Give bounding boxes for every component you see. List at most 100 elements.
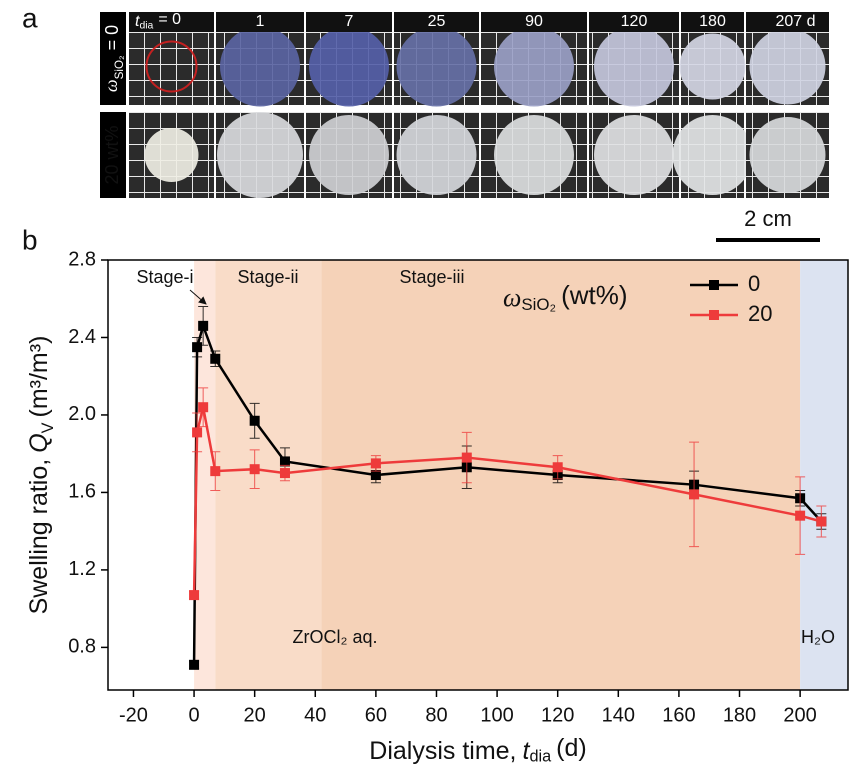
x-tick-label: 180 bbox=[723, 704, 756, 726]
column-header-label: 120 bbox=[621, 13, 648, 30]
column-header bbox=[481, 12, 587, 32]
sample bbox=[672, 115, 753, 195]
sample bbox=[749, 28, 826, 105]
legend-marker bbox=[709, 310, 719, 320]
sample bbox=[396, 26, 477, 107]
marker bbox=[370, 458, 381, 469]
chart: Stage-i Stage-ii Stage-iii H₂O ZrOCl₂ aq. -20… bbox=[25, 248, 849, 766]
label-text: (m³/m³) bbox=[25, 336, 53, 418]
scale-label: 2 cm bbox=[744, 206, 792, 231]
subscript: SiO₂ bbox=[521, 295, 556, 314]
symbol: ω bbox=[503, 283, 521, 312]
marker bbox=[249, 464, 260, 475]
symbol: ω bbox=[101, 79, 121, 92]
marker bbox=[210, 466, 221, 477]
sample bbox=[679, 33, 746, 100]
label-text: = 0 bbox=[158, 11, 181, 28]
x-tick-label: 140 bbox=[602, 704, 635, 726]
sample bbox=[396, 115, 477, 195]
column-header bbox=[589, 12, 679, 32]
column-header bbox=[306, 12, 392, 32]
marker bbox=[249, 415, 260, 426]
row-label: 20 wt% bbox=[102, 125, 122, 184]
subscript: dia bbox=[139, 20, 153, 31]
marker bbox=[816, 516, 827, 527]
column-header bbox=[681, 12, 744, 32]
region-label: Stage-ii bbox=[237, 267, 298, 287]
x-tick-label: 40 bbox=[304, 704, 326, 726]
marker bbox=[795, 510, 806, 521]
legend-label: 20 bbox=[748, 301, 772, 326]
sample bbox=[145, 40, 198, 93]
label-text: (d) bbox=[556, 734, 587, 762]
legend-title: ωSiO₂ (wt%) bbox=[503, 280, 628, 315]
y-tick-label: 2.4 bbox=[68, 326, 96, 348]
marker bbox=[370, 470, 381, 480]
marker bbox=[189, 590, 200, 601]
marker bbox=[189, 659, 200, 670]
legend-label: 0 bbox=[748, 271, 760, 296]
sample bbox=[494, 115, 574, 195]
label-text: Swelling ratio, bbox=[25, 459, 53, 615]
panel-label: b bbox=[22, 224, 38, 255]
plot-frame bbox=[107, 259, 849, 691]
y-tick-label: 1.2 bbox=[68, 558, 96, 580]
subscript: SiO₂ bbox=[113, 55, 126, 79]
y-axis-title: Swelling ratio, QV (m³/m³) bbox=[25, 336, 58, 615]
sample bbox=[309, 26, 389, 107]
marker bbox=[198, 402, 209, 413]
column-header-label: 25 bbox=[428, 13, 446, 30]
marker bbox=[192, 342, 203, 353]
row-label-box bbox=[100, 112, 126, 198]
stage-region bbox=[215, 260, 322, 690]
sample bbox=[220, 26, 300, 107]
column-header bbox=[746, 12, 829, 32]
column-header bbox=[216, 12, 304, 32]
label-text: Dialysis time, bbox=[369, 737, 516, 765]
marker bbox=[279, 456, 290, 467]
x-tick-label: 80 bbox=[425, 704, 447, 726]
y-tick-label: 2.8 bbox=[68, 248, 96, 270]
x-tick-label: -20 bbox=[119, 704, 148, 726]
region-label: Stage-iii bbox=[399, 267, 464, 287]
row-label: ωSiO₂ = 0 bbox=[101, 25, 125, 92]
label-text: (wt%) bbox=[561, 280, 627, 310]
column-header-label: 207 d bbox=[775, 13, 815, 30]
column-header-label: 180 bbox=[699, 13, 726, 30]
stage-region bbox=[800, 260, 848, 690]
sample bbox=[594, 115, 674, 195]
region-label: Stage-i bbox=[136, 267, 193, 287]
panel-label: a bbox=[22, 2, 38, 33]
annotation: ZrOCl₂ aq. bbox=[293, 627, 378, 647]
symbol: t bbox=[523, 737, 531, 765]
subscript: dia bbox=[529, 748, 552, 766]
column-header bbox=[129, 12, 214, 32]
legend-marker bbox=[709, 280, 719, 290]
x-tick-label: 20 bbox=[244, 704, 266, 726]
sample bbox=[749, 117, 826, 193]
label-text: = 0 bbox=[102, 25, 122, 51]
x-tick-label: 120 bbox=[541, 704, 574, 726]
y-tick-label: 2.0 bbox=[68, 403, 96, 425]
sample bbox=[494, 26, 574, 107]
marker bbox=[689, 489, 700, 500]
column-header-label: 1 bbox=[256, 13, 265, 30]
column-header bbox=[394, 12, 479, 32]
arrow bbox=[189, 289, 207, 305]
marker bbox=[198, 320, 209, 331]
x-tick-label: 200 bbox=[783, 704, 816, 726]
marker bbox=[461, 452, 472, 463]
sample bbox=[144, 128, 199, 182]
symbol: Q bbox=[25, 433, 53, 452]
stage-region bbox=[194, 260, 216, 690]
subscript: V bbox=[39, 422, 57, 433]
marker bbox=[210, 353, 221, 364]
column-header-label: 90 bbox=[525, 13, 543, 30]
sample bbox=[217, 112, 303, 198]
y-tick-label: 1.6 bbox=[68, 481, 96, 503]
photo-panel: ωSiO₂ = 0 20 wt% tdia = 0 1 7 25 90 120 180 207 d bbox=[100, 11, 829, 198]
sample bbox=[309, 115, 389, 195]
x-tick-label: 160 bbox=[662, 704, 695, 726]
column-header-label: tdia = 0 bbox=[135, 11, 181, 31]
